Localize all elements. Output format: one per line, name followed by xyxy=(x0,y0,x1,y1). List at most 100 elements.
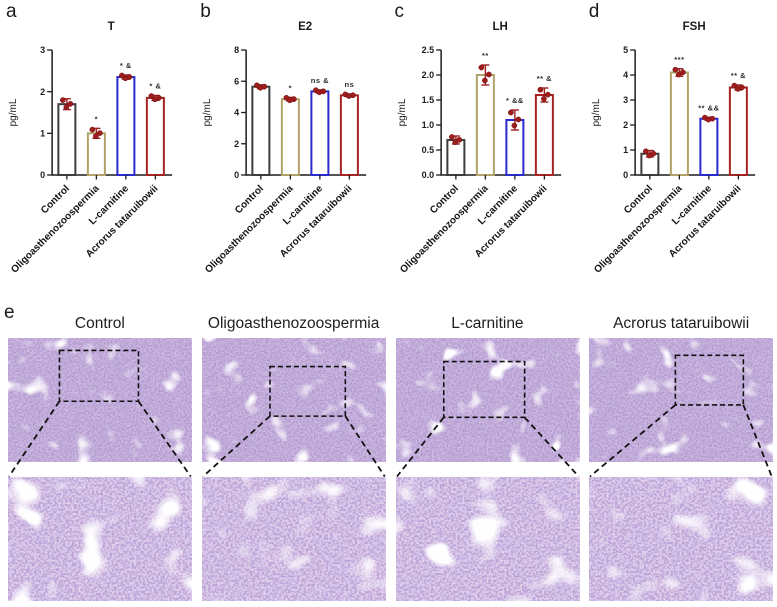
data-point xyxy=(646,152,652,159)
y-tick-label: 2 xyxy=(234,139,239,149)
bar-chart-t: T0123pg/mLControl*Oligoasthenozoospermia… xyxy=(8,21,173,276)
y-axis-label: pg/mL xyxy=(591,98,602,126)
chart-title: LH xyxy=(492,21,507,33)
histology-images xyxy=(201,338,386,601)
bar-control xyxy=(57,103,77,176)
bar-chart-e2: E202468pg/mLControl*Oligoasthenozoosperm… xyxy=(202,21,367,276)
zoom-connector-right xyxy=(742,404,773,477)
zoom-box xyxy=(58,349,140,403)
data-point xyxy=(642,148,649,155)
data-point xyxy=(97,130,103,136)
chart-panel-b: b E2 0 2 4 6 8 pg/mL Control * Oligoasthenozoosper… xyxy=(194,0,388,300)
bar-control xyxy=(251,85,271,176)
chart-title: E2 xyxy=(298,21,312,33)
histology-bottom-image xyxy=(395,477,580,601)
significance-label: ** & xyxy=(730,71,745,80)
histology-column-label: Acrorus tataruibowii xyxy=(613,315,750,332)
zoom-box xyxy=(674,354,745,406)
data-point xyxy=(731,82,737,89)
zoom-connector-left xyxy=(8,400,61,478)
histology-top-image xyxy=(201,338,386,462)
y-tick-label: 0 xyxy=(623,170,628,180)
y-axis-label: pg/mL xyxy=(202,98,213,126)
significance-label: ** && xyxy=(698,103,719,112)
histology-top-image xyxy=(8,338,192,462)
histology-column-control: Control xyxy=(8,312,192,601)
data-point xyxy=(734,86,741,92)
y-tick-label: 0.0 xyxy=(421,170,434,180)
bar-acrorus-tataruibowii xyxy=(145,96,165,176)
zoom-connector-right xyxy=(344,415,386,477)
zoom-box xyxy=(442,360,525,419)
histology-bottom-image xyxy=(8,477,192,601)
bar-oligoasthenozoospermia xyxy=(669,71,689,176)
bar-l-carnitine xyxy=(310,90,330,176)
histology-bottom-image xyxy=(589,477,773,601)
data-point xyxy=(537,86,543,93)
data-point xyxy=(152,96,158,103)
y-tick-label: 1.5 xyxy=(421,95,434,105)
bar-oligoasthenozoospermia xyxy=(475,74,495,176)
bar-chart-lh: LH0.00.51.01.52.02.5pg/mLControl**Oligoa… xyxy=(397,21,561,276)
bar-acrorus-tataruibowii xyxy=(340,94,360,176)
significance-label: ** xyxy=(481,51,488,60)
y-tick-label: 6 xyxy=(234,76,239,86)
significance-label: * xyxy=(95,114,98,123)
y-tick-label: 0.5 xyxy=(421,145,434,155)
histology-image-pair xyxy=(201,338,386,601)
zoom-connector-left xyxy=(589,404,677,478)
data-point xyxy=(672,66,678,73)
y-tick-label: 2.0 xyxy=(421,70,434,80)
data-point xyxy=(122,75,129,82)
y-tick-label: 2.5 xyxy=(421,45,434,55)
data-point xyxy=(448,134,455,140)
zoom-region-annotation xyxy=(395,360,579,478)
data-point xyxy=(507,109,514,116)
y-tick-label: 1.0 xyxy=(421,120,434,130)
histology-image-pair xyxy=(395,338,580,601)
zoom-connector-left xyxy=(395,416,444,478)
significance-label: *** xyxy=(674,55,684,64)
data-point xyxy=(481,77,488,84)
data-point xyxy=(257,84,264,91)
zoom-region-annotation xyxy=(202,365,386,478)
histology-column-label: Oligoasthenozoospermia xyxy=(207,315,380,332)
histology-grid: Control xyxy=(8,312,773,601)
y-tick-label: 0 xyxy=(234,170,239,180)
y-axis-label: pg/mL xyxy=(8,98,19,126)
data-point xyxy=(705,116,711,123)
panel-letter-c: c xyxy=(394,1,405,22)
chart-panel-d: d FSH 0 1 2 3 4 5 pg/mL Control *** Oligoasthenozoo… xyxy=(583,0,777,300)
data-point xyxy=(544,91,551,98)
chart-title: FSH xyxy=(682,21,705,33)
panel-letter-d: d xyxy=(588,1,600,22)
histology-column-l-carnitine: L-carnitine xyxy=(395,312,580,601)
significance-label: ** & xyxy=(536,74,551,83)
chart-panel-a: a T 0 1 2 3 pg/mL Control * Oligoasthenozoospermi… xyxy=(0,0,194,300)
data-point xyxy=(540,96,547,102)
y-tick-label: 2 xyxy=(40,87,45,97)
y-tick-label: 1 xyxy=(40,129,45,139)
charts-row: a T 0 1 2 3 pg/mL Control * Oligoasthenozoospermi… xyxy=(0,0,777,300)
bar-chart-fsh: FSH012345pg/mLControl***Oligoasthenozoos… xyxy=(591,21,755,276)
bar-acrorus-tataruibowii xyxy=(534,94,554,176)
histology-bottom-image xyxy=(201,477,386,601)
significance-label: * & xyxy=(149,81,161,90)
data-point xyxy=(63,104,70,110)
significance-label: ns & xyxy=(311,76,329,85)
data-point xyxy=(89,126,96,133)
data-point xyxy=(346,93,352,99)
significance-label: * && xyxy=(505,96,523,105)
bar-l-carnitine xyxy=(699,117,719,176)
histology-images xyxy=(395,338,580,601)
y-tick-label: 8 xyxy=(234,45,239,55)
zoom-region-annotation xyxy=(8,349,192,478)
bar-acrorus-tataruibowii xyxy=(728,86,748,176)
data-point xyxy=(478,64,484,71)
panel-letter-b: b xyxy=(200,1,211,22)
data-point xyxy=(93,133,99,139)
bar-control xyxy=(445,139,465,176)
histology-top-image xyxy=(589,338,773,462)
data-point xyxy=(287,97,293,104)
